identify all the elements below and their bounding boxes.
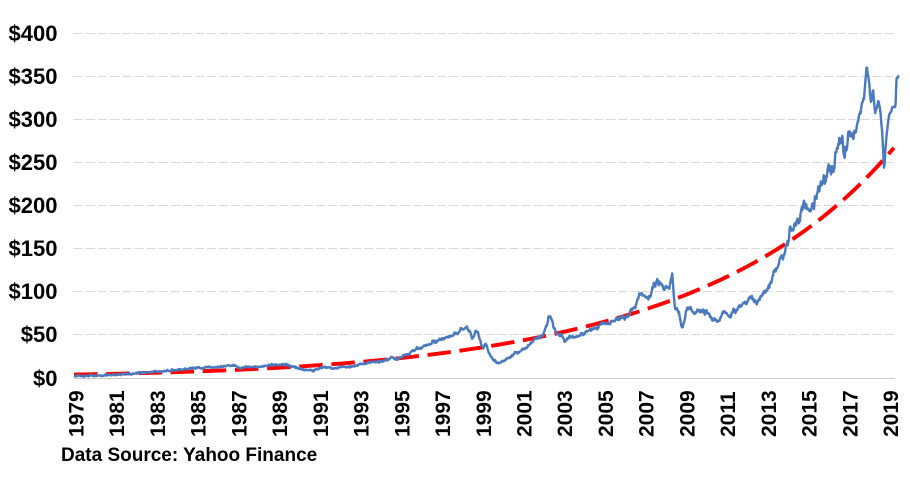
svg-text:1993: 1993 (351, 390, 374, 437)
svg-text:Data Source: Yahoo Finance: Data Source: Yahoo Finance (61, 445, 317, 466)
svg-text:1989: 1989 (269, 390, 292, 437)
svg-text:2019: 2019 (880, 390, 903, 437)
svg-text:1991: 1991 (310, 390, 333, 437)
svg-text:2007: 2007 (636, 390, 659, 437)
svg-text:1995: 1995 (391, 390, 414, 437)
svg-text:$250: $250 (9, 150, 58, 175)
svg-text:1981: 1981 (106, 390, 129, 437)
svg-text:$150: $150 (9, 236, 58, 261)
svg-text:$100: $100 (9, 279, 58, 304)
svg-text:$300: $300 (9, 107, 58, 132)
svg-text:1983: 1983 (147, 390, 170, 437)
svg-text:1997: 1997 (432, 390, 455, 437)
svg-text:1979: 1979 (65, 390, 88, 437)
svg-text:2003: 2003 (554, 390, 577, 437)
svg-text:2017: 2017 (839, 390, 862, 437)
svg-text:$400: $400 (9, 21, 58, 46)
svg-text:$350: $350 (9, 64, 58, 89)
svg-text:2013: 2013 (758, 390, 781, 437)
svg-text:1999: 1999 (473, 390, 496, 437)
svg-text:$200: $200 (9, 193, 58, 218)
svg-text:$0: $0 (33, 366, 57, 391)
svg-text:2005: 2005 (595, 390, 618, 437)
svg-text:2001: 2001 (514, 390, 537, 437)
svg-text:$50: $50 (21, 322, 58, 347)
svg-text:1987: 1987 (228, 390, 251, 437)
svg-text:2009: 2009 (676, 390, 699, 437)
svg-text:2011: 2011 (717, 391, 740, 437)
svg-text:2015: 2015 (799, 390, 822, 437)
svg-text:1985: 1985 (188, 390, 211, 437)
